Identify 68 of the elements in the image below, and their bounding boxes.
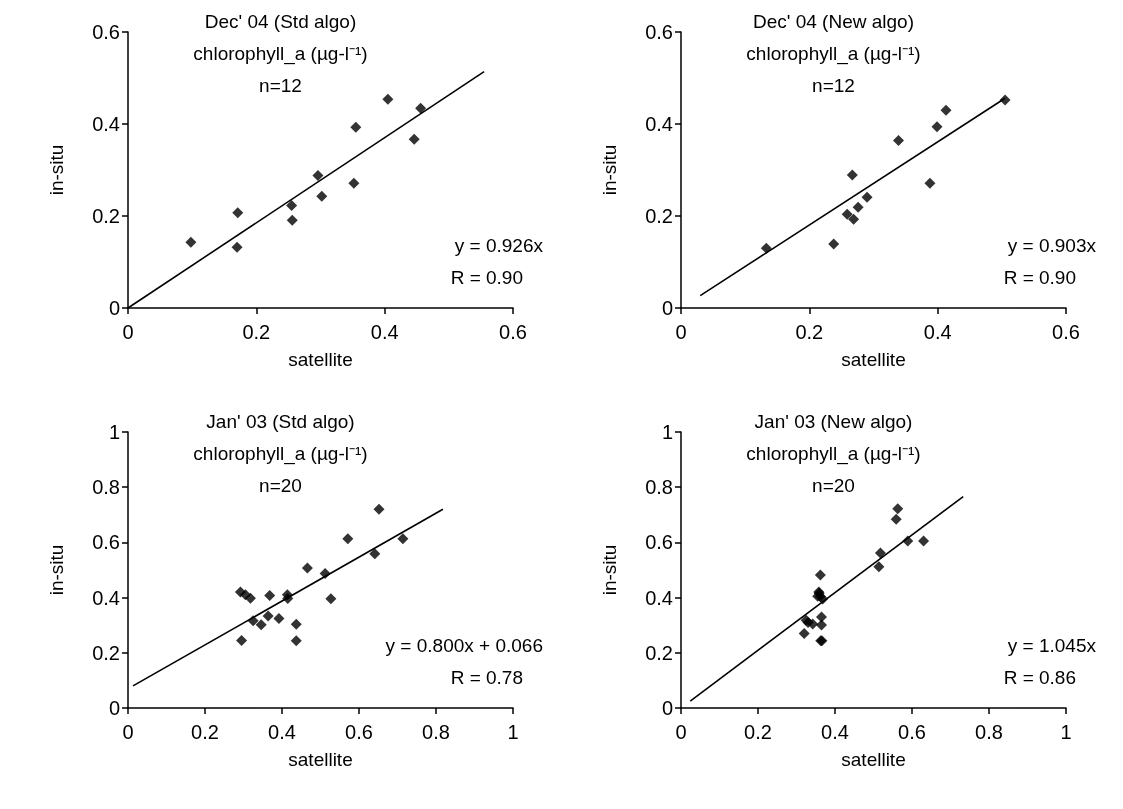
y-tick-label: 0.2 <box>645 205 673 227</box>
y-tick-label: 0.2 <box>92 205 120 227</box>
chart-title: Jan' 03 (New algo) <box>754 411 913 432</box>
chart-title: Dec' 04 (Std algo) <box>204 11 357 32</box>
annotation: n=20 <box>812 475 855 496</box>
x-tick-label: 0.4 <box>923 321 952 343</box>
y-tick-label: 0.4 <box>92 113 120 135</box>
annotation: y = 0.800x + 0.066 <box>385 635 543 656</box>
annotation: n=12 <box>259 75 302 96</box>
x-axis-title: satellite <box>288 349 353 370</box>
x-axis-title: satellite <box>841 349 906 370</box>
y-tick-label: 0.4 <box>92 586 120 609</box>
x-tick-label: 0 <box>675 321 687 343</box>
x-tick-label: 0.4 <box>268 721 296 743</box>
y-tick-label: 0 <box>108 697 120 719</box>
y-axis-title: in-situ <box>46 544 67 596</box>
y-tick-label: 0.6 <box>92 21 120 43</box>
annotation: n=20 <box>259 475 302 496</box>
x-tick-label: 0.2 <box>795 321 824 343</box>
x-tick-label: 0.6 <box>499 321 527 343</box>
x-tick-label: 0 <box>122 321 134 343</box>
x-axis-title: satellite <box>841 749 906 770</box>
annotation: y = 1.045x <box>1007 635 1097 656</box>
text: chlorophyll_a (µg-l⁻¹) <box>746 443 921 465</box>
x-tick-label: 0.6 <box>345 721 373 743</box>
x-tick-label: 0.6 <box>898 721 926 743</box>
y-tick-label: 0.6 <box>645 531 673 554</box>
x-tick-label: 0.4 <box>370 321 399 343</box>
y-tick-label: 0 <box>108 297 120 319</box>
y-tick-label: 0.8 <box>92 476 120 499</box>
annotation: R = 0.90 <box>1003 267 1076 288</box>
annotation: y = 0.903x <box>1007 235 1097 256</box>
y-tick-label: 0 <box>661 297 673 319</box>
y-tick-label: 0.4 <box>645 113 673 135</box>
text: chlorophyll_a (µg-l⁻¹) <box>193 443 368 465</box>
annotation: R = 0.78 <box>450 667 523 688</box>
x-tick-label: 0.2 <box>242 321 271 343</box>
x-tick-label: 0.8 <box>975 721 1003 743</box>
chart-title: Dec' 04 (New algo) <box>753 11 914 32</box>
x-tick-label: 0.2 <box>744 721 772 743</box>
y-axis-title: in-situ <box>599 544 620 596</box>
x-tick-label: 0.4 <box>821 721 849 743</box>
x-tick-label: 0 <box>675 721 687 743</box>
text: chlorophyll_a (µg-l⁻¹) <box>193 43 368 65</box>
x-tick-label: 1 <box>507 721 519 743</box>
y-tick-label: 0.6 <box>92 531 120 554</box>
x-tick-label: 0.2 <box>191 721 219 743</box>
chart-title: Jan' 03 (Std algo) <box>206 411 355 432</box>
y-tick-label: 0.8 <box>645 476 673 499</box>
annotation: R = 0.90 <box>450 267 523 288</box>
y-tick-label: 0.6 <box>645 21 673 43</box>
annotation: y = 0.926x <box>454 235 544 256</box>
x-axis-title: satellite <box>288 749 353 770</box>
y-axis-title: in-situ <box>599 144 620 196</box>
x-tick-label: 1 <box>1060 721 1072 743</box>
annotation: n=12 <box>812 75 855 96</box>
y-tick-label: 1 <box>108 421 120 443</box>
y-tick-label: 0.2 <box>645 641 673 664</box>
y-axis-title: in-situ <box>46 144 67 196</box>
x-tick-label: 0.6 <box>1052 321 1080 343</box>
y-tick-label: 0 <box>661 697 673 719</box>
annotation: R = 0.86 <box>1003 667 1076 688</box>
y-tick-label: 1 <box>661 421 673 443</box>
y-tick-label: 0.2 <box>92 641 120 664</box>
x-tick-label: 0.8 <box>422 721 450 743</box>
y-tick-label: 0.4 <box>645 586 673 609</box>
x-tick-label: 0 <box>122 721 134 743</box>
text: chlorophyll_a (µg-l⁻¹) <box>746 43 921 65</box>
